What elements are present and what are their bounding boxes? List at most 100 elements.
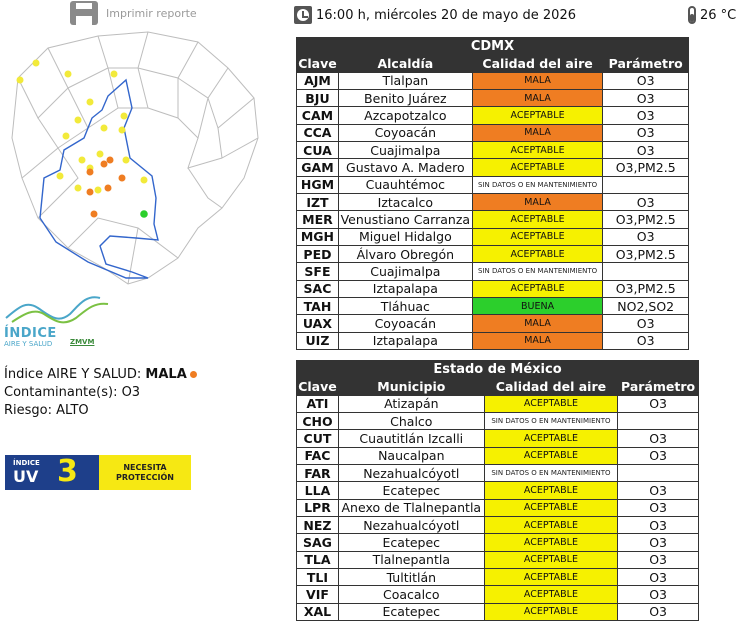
parameter-cell: O3	[602, 106, 689, 125]
edomex-table-row: CHO Chalco SIN DATOS O EN MANTENIMIENTO	[296, 411, 699, 431]
parameter-cell	[602, 262, 689, 281]
air-quality-cell: ACEPTABLE	[471, 244, 604, 264]
alcaldia-cell: Gustavo A. Madero	[337, 158, 473, 177]
municipio-cell: Tlalnepantla	[337, 550, 485, 569]
air-quality-cell: ACEPTABLE	[471, 210, 604, 229]
parameter-cell: O3,PM2.5	[602, 158, 689, 177]
logo-title: ÍNDICE	[4, 326, 57, 341]
edomex-table-row: CUT Cuautitlán Izcalli ACEPTABLE O3	[296, 429, 699, 448]
edomex-title: Estado de México	[296, 359, 699, 379]
datetime-text: 16:00 h, miércoles 20 de mayo de 2026	[316, 7, 576, 23]
parameter-cell: O3	[602, 71, 689, 90]
municipio-cell: Chalco	[337, 411, 485, 431]
parameter-cell: O3	[602, 140, 689, 160]
print-report-button[interactable]: Imprimir reporte	[70, 0, 197, 26]
cdmx-table-row: UIZ Iztapalapa MALA O3	[296, 331, 689, 350]
municipio-cell: Cuautitlán Izcalli	[337, 429, 485, 448]
municipio-cell: Tultitlán	[337, 567, 485, 587]
parameter-cell: O3,PM2.5	[602, 210, 689, 229]
parameter-cell: O3	[602, 227, 689, 246]
uv-index-banner: ÍNDICE UV 3 NECESITA PROTECCIÓN	[5, 454, 191, 490]
parameter-cell: NO2,SO2	[602, 296, 689, 316]
municipio-cell: Coacalco	[337, 585, 485, 604]
datetime-display: 16:00 h, miércoles 20 de mayo de 2026	[294, 6, 576, 24]
edomex-table-row: TLI Tultitlán ACEPTABLE O3	[296, 567, 699, 587]
alcaldia-cell: Iztapalapa	[337, 331, 473, 350]
parameter-cell: O3	[602, 192, 689, 212]
parameter-cell: O3	[617, 533, 699, 552]
alcaldia-cell: Venustiano Carranza	[337, 210, 473, 229]
station-code: FAR	[296, 463, 339, 483]
cdmx-table-row: PED Álvaro Obregón ACEPTABLE O3,PM2.5	[296, 244, 689, 264]
cdmx-table-row: SAC Iztapalapa ACEPTABLE O3,PM2.5	[296, 279, 689, 298]
municipio-cell: Nezahualcóyotl	[337, 463, 485, 483]
air-quality-cell: MALA	[471, 192, 604, 212]
air-quality-cell: MALA	[471, 88, 604, 108]
cdmx-table-row: IZT Iztacalco MALA O3	[296, 192, 689, 212]
parameter-cell: O3,PM2.5	[602, 279, 689, 298]
air-quality-cell: ACEPTABLE	[483, 602, 619, 621]
station-code: UIZ	[296, 331, 339, 350]
edomex-table-row: ATI Atizapán ACEPTABLE O3	[296, 394, 699, 413]
air-quality-cell: MALA	[471, 71, 604, 90]
parameter-cell: O3,PM2.5	[602, 244, 689, 264]
station-code: PED	[296, 244, 339, 264]
edomex-table-row: VIF Coacalco ACEPTABLE O3	[296, 585, 699, 604]
station-code: TLI	[296, 567, 339, 587]
parameter-cell: O3	[617, 394, 699, 413]
cdmx-table-row: GAM Gustavo A. Madero ACEPTABLE O3,PM2.5	[296, 158, 689, 177]
station-code: FAC	[296, 446, 339, 465]
printer-icon[interactable]	[70, 1, 98, 25]
uv-message: NECESITA PROTECCIÓN	[99, 455, 191, 490]
edomex-header-clave: Clave	[296, 377, 339, 396]
uv-index-label: ÍNDICE	[13, 459, 40, 467]
edomex-table-row: NEZ Nezahualcóyotl ACEPTABLE O3	[296, 515, 699, 535]
cdmx-header-parametro: Parámetro	[602, 54, 689, 73]
parameter-cell: O3	[617, 602, 699, 621]
station-code: CUT	[296, 429, 339, 448]
logo-subtitle: AIRE Y SALUD	[4, 340, 53, 348]
air-quality-cell: ACEPTABLE	[483, 515, 619, 535]
cdmx-header-clave: Clave	[296, 54, 339, 73]
index-line: Índice AIRE Y SALUD: MALA	[4, 366, 197, 384]
municipio-cell: Ecatepec	[337, 481, 485, 500]
status-dot-icon	[189, 371, 197, 378]
parameter-cell	[617, 411, 699, 431]
station-code: BJU	[296, 88, 339, 108]
air-quality-cell: ACEPTABLE	[483, 533, 619, 552]
municipio-cell: Ecatepec	[337, 533, 485, 552]
station-code: GAM	[296, 158, 339, 177]
alcaldia-cell: Álvaro Obregón	[337, 244, 473, 264]
parameter-cell: O3	[617, 481, 699, 500]
air-quality-cell: BUENA	[471, 296, 604, 316]
parameter-cell: O3	[617, 585, 699, 604]
monitoring-stations-map	[11, 31, 259, 285]
pollutant-value: O3	[121, 385, 141, 400]
edomex-table-row: FAR Nezahualcóyotl SIN DATOS O EN MANTENIM…	[296, 463, 699, 483]
alcaldia-cell: Coyoacán	[337, 123, 473, 142]
uv-label: UV	[13, 467, 39, 486]
station-code: LLA	[296, 481, 339, 500]
edomex-header-parametro: Parámetro	[617, 377, 699, 396]
air-quality-cell: ACEPTABLE	[471, 106, 604, 125]
print-report-label[interactable]: Imprimir reporte	[106, 6, 197, 20]
parameter-cell: O3	[617, 567, 699, 587]
air-quality-cell: ACEPTABLE	[471, 227, 604, 246]
clock-icon	[294, 6, 312, 24]
air-quality-cell: ACEPTABLE	[483, 429, 619, 448]
cdmx-table-row: MER Venustiano Carranza ACEPTABLE O3,PM2.5	[296, 210, 689, 229]
parameter-cell: O3	[602, 88, 689, 108]
station-code: CAM	[296, 106, 339, 125]
alcaldia-cell: Benito Juárez	[337, 88, 473, 108]
parameter-cell: O3	[617, 515, 699, 535]
index-value: MALA	[145, 367, 187, 382]
air-quality-cell: ACEPTABLE	[483, 498, 619, 517]
parameter-cell: O3	[617, 498, 699, 517]
station-code: LPR	[296, 498, 339, 517]
station-code: AJM	[296, 71, 339, 90]
alcaldia-cell: Iztacalco	[337, 192, 473, 212]
thermometer-icon	[688, 6, 696, 24]
cdmx-header-calidad: Calidad del aire	[471, 54, 604, 73]
station-code: UAX	[296, 314, 339, 333]
cdmx-table-row: UAX Coyoacán MALA O3	[296, 314, 689, 333]
